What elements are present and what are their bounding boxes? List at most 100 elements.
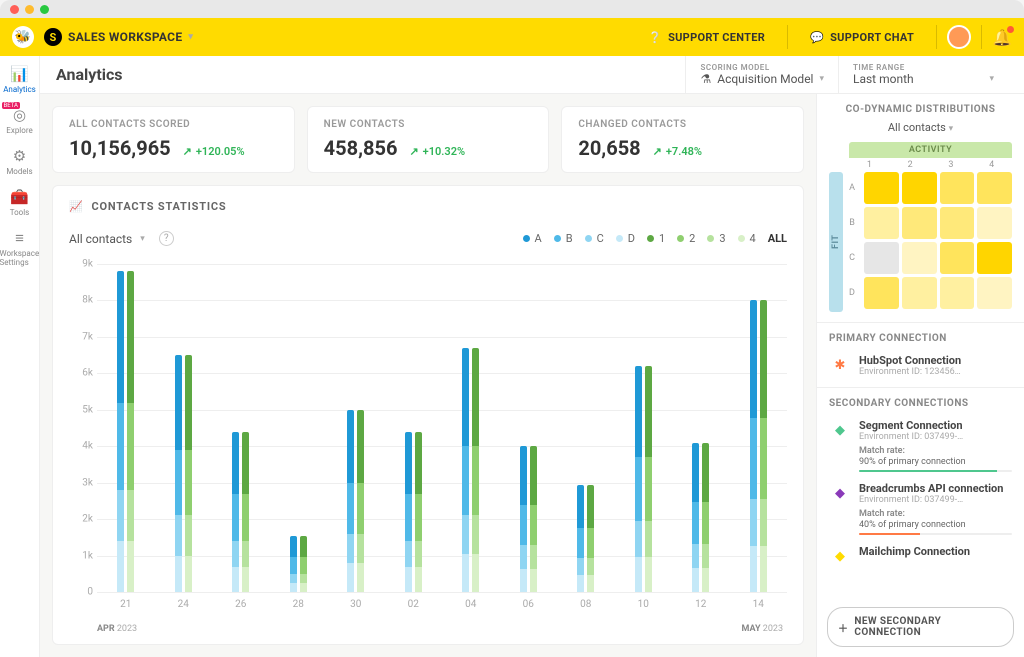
secondary-connection[interactable]: ◆Breadcrumbs API connectionEnvironment I…: [829, 482, 1012, 535]
bar[interactable]: [357, 410, 364, 592]
heatmap-cell[interactable]: [902, 277, 937, 309]
legend-item[interactable]: 2: [677, 232, 695, 245]
nav-tools[interactable]: 🧰Tools: [0, 183, 40, 222]
metric-card: NEW CONTACTS458,856↗+10.32%: [307, 106, 550, 173]
chart-plot: 01k2k3k4k5k6k7k8k9k212426283002040608101…: [69, 264, 787, 620]
bar-group: 14: [730, 264, 788, 592]
bar[interactable]: [242, 432, 249, 592]
legend-all[interactable]: ALL: [768, 232, 787, 245]
workspace-label: SALES WORKSPACE: [68, 30, 182, 44]
window-chrome: [0, 0, 1024, 18]
flask-icon: ⚗: [700, 72, 711, 86]
chart-card: 📈 CONTACTS STATISTICS All contacts ▾ ? A…: [52, 185, 804, 645]
legend-item[interactable]: 1: [647, 232, 665, 245]
primary-connection[interactable]: ✱ HubSpot Connection Environment ID: 123…: [829, 354, 1012, 377]
heatmap-cell[interactable]: [902, 172, 937, 204]
hubspot-icon: ✱: [829, 354, 851, 376]
heatmap-cell[interactable]: [902, 207, 937, 239]
heatmap-cell[interactable]: [977, 277, 1012, 309]
heatmap-cell[interactable]: [977, 172, 1012, 204]
bar[interactable]: [750, 300, 757, 592]
bar-group: 26: [212, 264, 270, 592]
topbar: 🐝 S SALES WORKSPACE ▾ ❔ SUPPORT CENTER 💬…: [0, 18, 1024, 56]
heatmap: ACTIVITY1234FITABCD: [829, 142, 1012, 312]
bar[interactable]: [347, 410, 354, 592]
help-icon: ❔: [648, 31, 662, 44]
heatmap-cell[interactable]: [902, 242, 937, 274]
help-icon[interactable]: ?: [159, 231, 174, 246]
bar-group: 02: [385, 264, 443, 592]
bar[interactable]: [472, 348, 479, 592]
traffic-light-close[interactable]: [10, 5, 19, 14]
heatmap-cell[interactable]: [864, 242, 899, 274]
legend-item[interactable]: A: [523, 232, 542, 245]
heatmap-cell[interactable]: [864, 207, 899, 239]
legend-item[interactable]: D: [616, 232, 635, 245]
bar-group: 28: [270, 264, 328, 592]
legend-item[interactable]: B: [554, 232, 573, 245]
bar[interactable]: [415, 432, 422, 592]
chart-filter-selector[interactable]: All contacts ▾ ?: [69, 231, 174, 246]
bar-group: 30: [327, 264, 385, 592]
bar[interactable]: [577, 485, 584, 593]
nav-workspace-settings[interactable]: ≡Workspace Settings: [0, 224, 40, 272]
bar[interactable]: [290, 536, 297, 592]
bar[interactable]: [635, 366, 642, 592]
bar[interactable]: [117, 271, 124, 592]
legend-item[interactable]: 3: [707, 232, 725, 245]
bar[interactable]: [405, 432, 412, 592]
left-nav: 📊AnalyticsBETA◎Explore⚙Models🧰Tools≡Work…: [0, 56, 40, 657]
traffic-light-max[interactable]: [40, 5, 49, 14]
heatmap-cell[interactable]: [977, 207, 1012, 239]
bar[interactable]: [760, 300, 767, 592]
metric-card: ALL CONTACTS SCORED10,156,965↗+120.05%: [52, 106, 295, 173]
bar[interactable]: [127, 271, 134, 592]
nav-explore[interactable]: BETA◎Explore: [0, 101, 40, 140]
distributions-section: CO-DYNAMIC DISTRIBUTIONS All contacts ▾ …: [817, 94, 1024, 323]
heatmap-cell[interactable]: [864, 172, 899, 204]
heatmap-cell[interactable]: [940, 242, 975, 274]
bar-group: 06: [500, 264, 558, 592]
bar[interactable]: [702, 443, 709, 592]
bar[interactable]: [530, 446, 537, 592]
bar[interactable]: [175, 355, 182, 592]
notification-dot: [1007, 26, 1014, 33]
metric-card: CHANGED CONTACTS20,658↗+7.48%: [561, 106, 804, 173]
page-title: Analytics: [56, 65, 685, 84]
secondary-connection[interactable]: ◆Segment ConnectionEnvironment ID: 03749…: [829, 419, 1012, 472]
support-chat-button[interactable]: 💬 SUPPORT CHAT: [798, 18, 926, 56]
chevron-down-icon: ▾: [819, 74, 824, 84]
legend-item[interactable]: 4: [738, 232, 756, 245]
nav-models[interactable]: ⚙Models: [0, 142, 40, 181]
chevron-down-icon: ▾: [140, 234, 145, 244]
heatmap-cell[interactable]: [940, 277, 975, 309]
bar[interactable]: [692, 443, 699, 592]
bar-group: 12: [672, 264, 730, 592]
notifications-button[interactable]: 🔔: [992, 28, 1012, 47]
bar[interactable]: [232, 432, 239, 592]
workspace-selector[interactable]: S SALES WORKSPACE ▾: [44, 28, 193, 46]
secondary-connection[interactable]: ◆Mailchimp Connection: [829, 545, 1012, 567]
legend-item[interactable]: C: [585, 232, 604, 245]
bar[interactable]: [300, 536, 307, 592]
heatmap-cell[interactable]: [940, 207, 975, 239]
time-range-selector[interactable]: TIME RANGE Last month▾: [838, 56, 1008, 94]
bar[interactable]: [185, 355, 192, 592]
bar[interactable]: [520, 446, 527, 592]
scoring-model-selector[interactable]: SCORING MODEL ⚗Acquisition Model▾: [685, 56, 838, 94]
bar[interactable]: [645, 366, 652, 592]
chart-icon: 📈: [69, 200, 84, 213]
plus-icon: ＋: [838, 620, 848, 635]
traffic-light-min[interactable]: [25, 5, 34, 14]
distributions-filter[interactable]: All contacts ▾: [829, 121, 1012, 134]
user-avatar[interactable]: [947, 25, 971, 49]
heatmap-cell[interactable]: [977, 242, 1012, 274]
chart-title: 📈 CONTACTS STATISTICS: [69, 200, 787, 213]
nav-analytics[interactable]: 📊Analytics: [0, 60, 40, 99]
bar[interactable]: [587, 485, 594, 593]
support-center-button[interactable]: ❔ SUPPORT CENTER: [636, 18, 777, 56]
new-secondary-connection-button[interactable]: ＋ NEW SECONDARY CONNECTION: [827, 607, 1014, 647]
bar[interactable]: [462, 348, 469, 592]
heatmap-cell[interactable]: [864, 277, 899, 309]
heatmap-cell[interactable]: [940, 172, 975, 204]
